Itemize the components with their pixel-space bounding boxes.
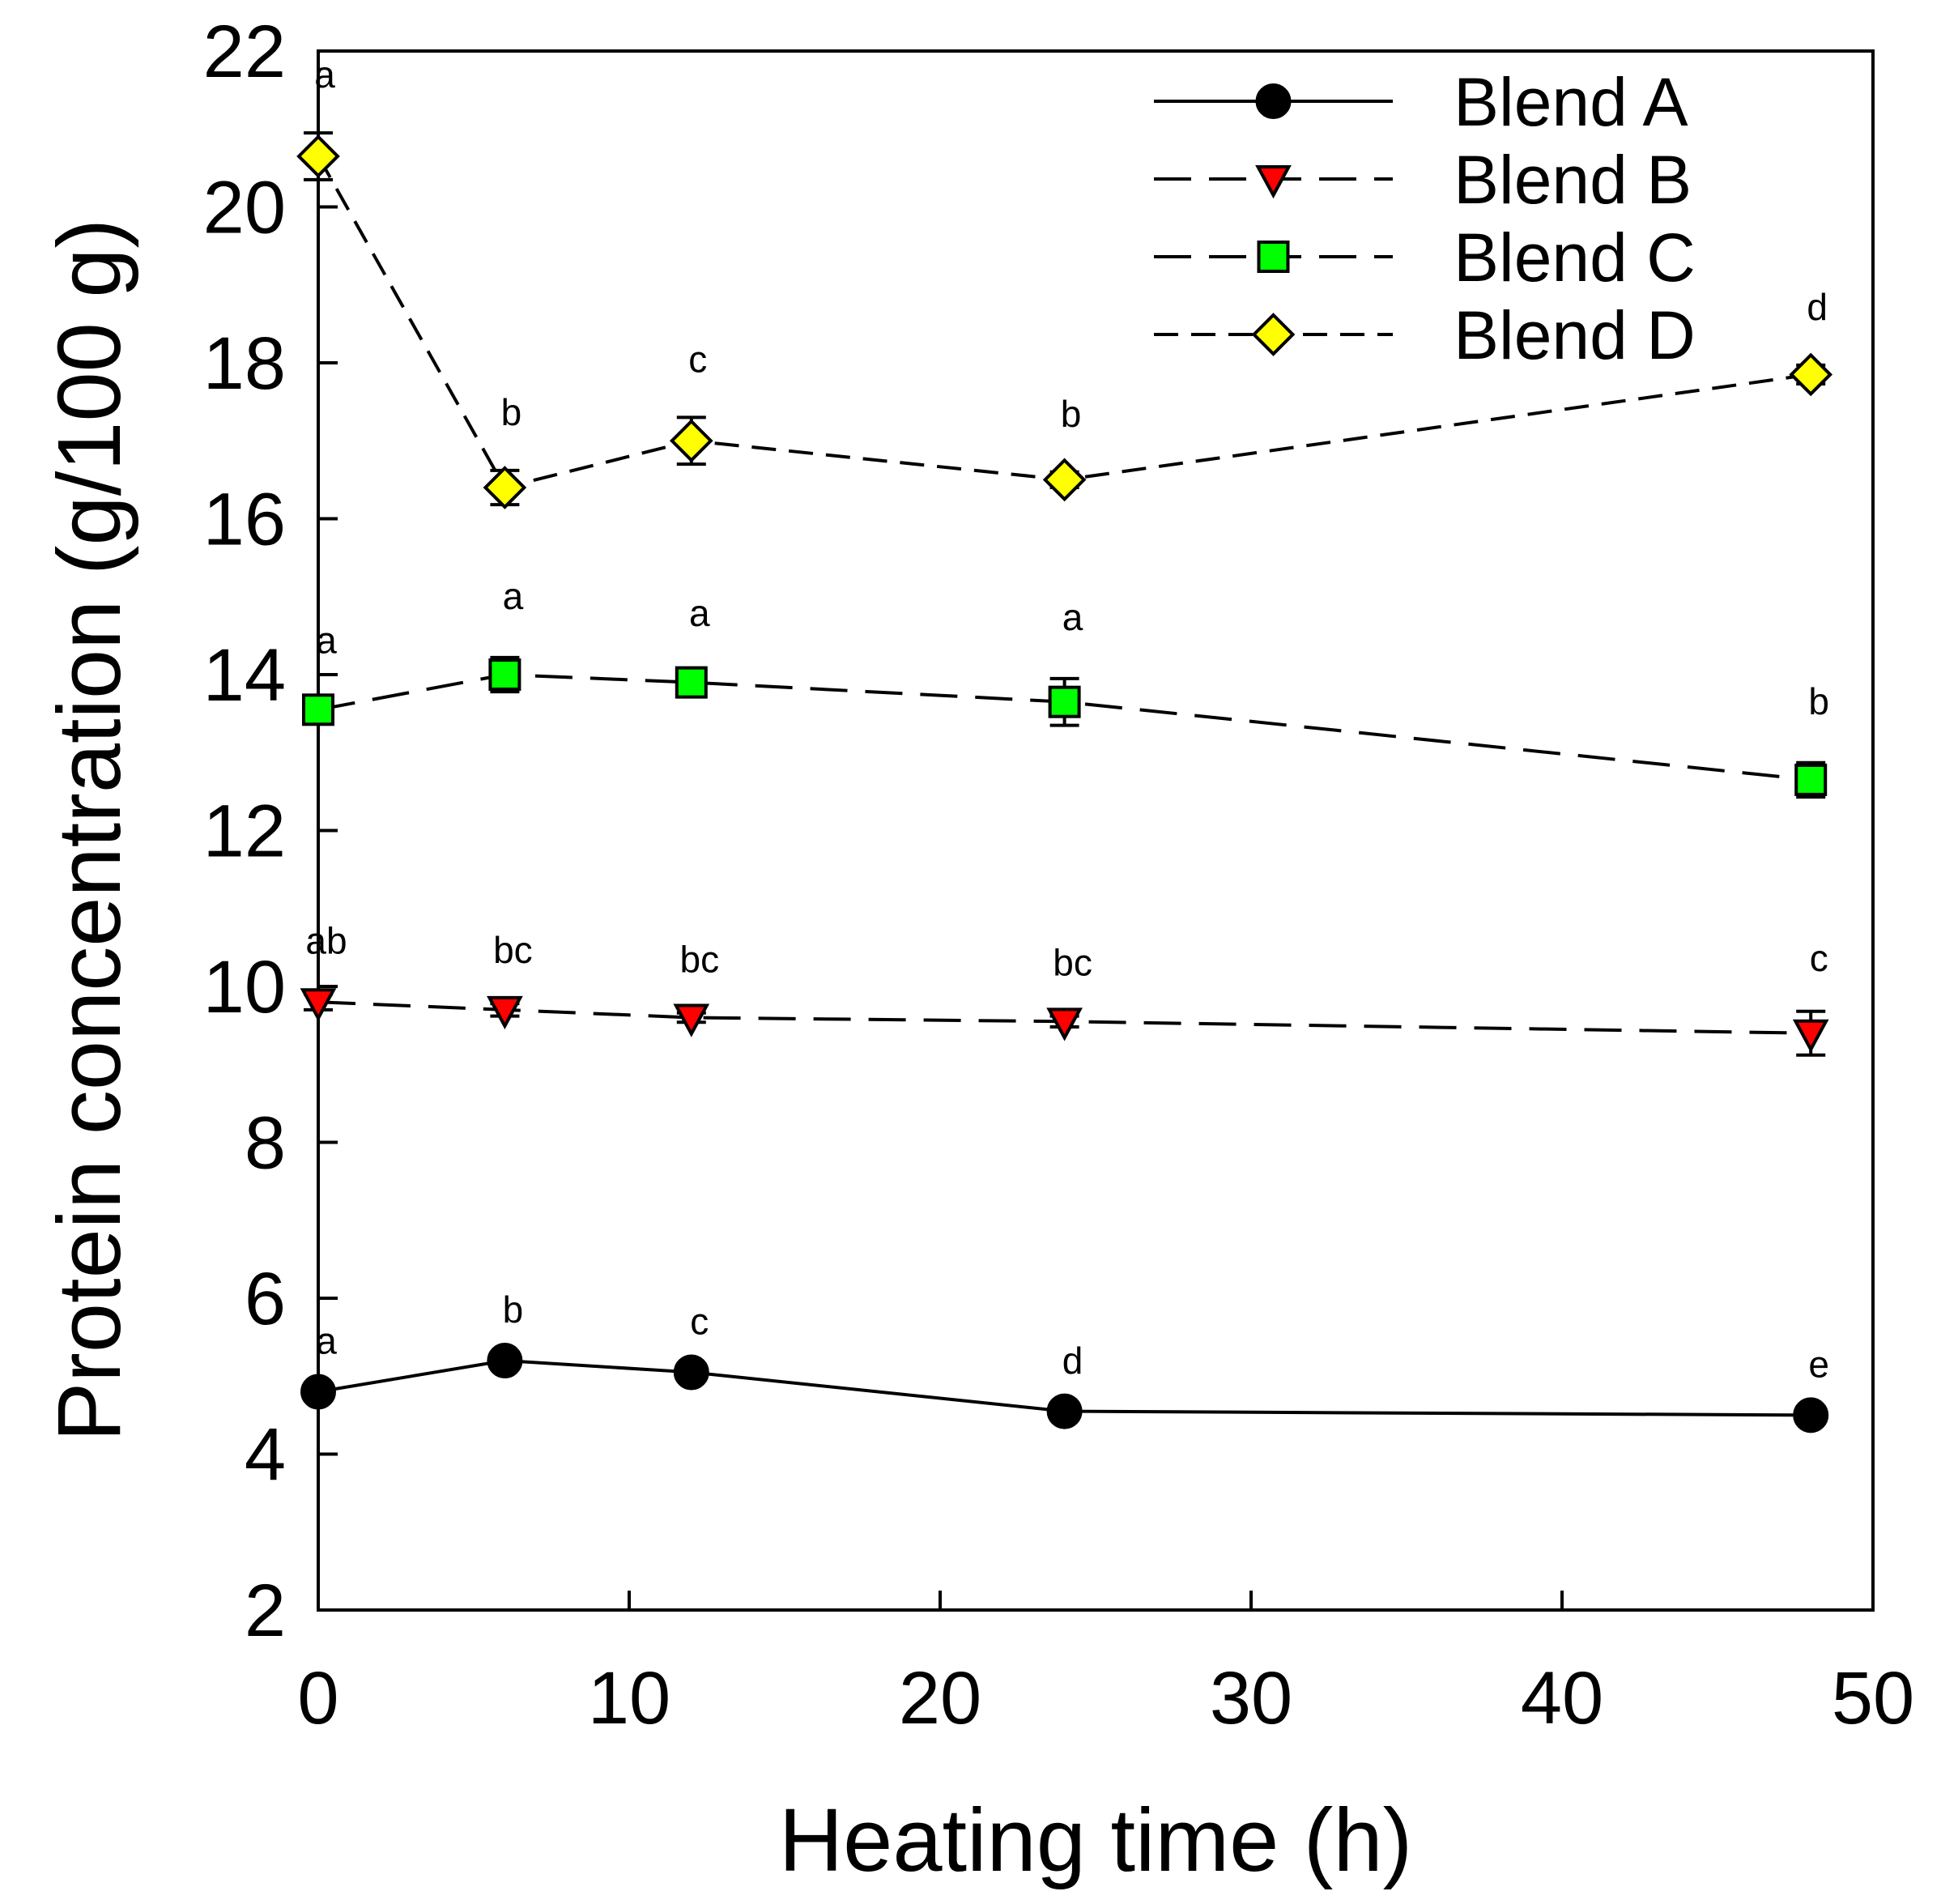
significance-label: a	[503, 575, 524, 617]
data-point-blend-b	[300, 988, 337, 1022]
x-tick-label: 10	[588, 1657, 670, 1740]
significance-label: a	[316, 620, 337, 662]
data-point-blend-c	[488, 658, 521, 691]
significance-label: bc	[493, 929, 533, 971]
y-tick-label: 4	[245, 1414, 286, 1497]
y-tick-label: 6	[245, 1258, 286, 1340]
data-point-blend-a	[300, 1374, 336, 1410]
x-tick-label: 20	[899, 1657, 981, 1740]
significance-label: c	[688, 338, 707, 380]
data-point-blend-d	[296, 134, 340, 178]
data-point-blend-b	[1792, 1019, 1829, 1053]
y-tick-label: 22	[203, 11, 286, 93]
significance-label: a	[314, 53, 335, 96]
legend-marker	[1251, 313, 1296, 356]
significance-label: bc	[1053, 942, 1092, 984]
data-point-blend-d	[1042, 458, 1087, 502]
y-tick-label: 12	[203, 790, 286, 873]
significance-label: a	[316, 1320, 337, 1362]
legend-marker	[1257, 241, 1290, 273]
significance-label: b	[501, 391, 522, 433]
series-blend-c: a a a a b	[302, 575, 1829, 799]
y-tick-label: 8	[245, 1102, 286, 1185]
legend-item-blend-d: Blend D	[1154, 297, 1696, 373]
data-point-blend-d	[1789, 352, 1833, 397]
data-point-blend-b	[673, 1003, 710, 1037]
y-tick-label: 20	[203, 167, 286, 249]
y-tick-label: 14	[203, 634, 286, 717]
significance-label: d	[1062, 1340, 1083, 1382]
data-point-blend-b	[1046, 1007, 1083, 1041]
x-tick-label: 0	[297, 1657, 338, 1740]
x-tick-label: 40	[1521, 1657, 1603, 1740]
significance-label: b	[1808, 680, 1829, 722]
axes-layer: 0 10 20 30 40 50 2 4 6 8 10 12 14 16 18 20 22	[203, 11, 1915, 1740]
data-point-blend-a	[1793, 1397, 1829, 1433]
legend-label: Blend B	[1454, 142, 1692, 218]
data-point-blend-d	[483, 466, 527, 509]
series-line-blend-b	[317, 1000, 1811, 1035]
legend-marker	[1255, 83, 1292, 119]
legend-marker	[1255, 165, 1292, 199]
x-axis-title: Heating time (h)	[779, 1791, 1413, 1890]
data-point-blend-a	[1046, 1393, 1083, 1429]
significance-label: a	[1062, 596, 1083, 638]
legend-label: Blend C	[1454, 219, 1696, 296]
data-point-blend-c	[1794, 763, 1828, 796]
significance-label: a	[689, 592, 710, 634]
legend-label: Blend D	[1454, 297, 1696, 373]
legend-label: Blend A	[1454, 64, 1688, 140]
data-point-blend-a	[487, 1343, 523, 1378]
y-tick-label: 18	[203, 322, 286, 405]
legend-item-blend-c: Blend C	[1154, 219, 1696, 296]
data-point-blend-c	[675, 666, 708, 699]
data-point-blend-a	[673, 1354, 709, 1391]
legend-item-blend-b: Blend B	[1154, 142, 1692, 218]
significance-label: b	[503, 1289, 524, 1331]
series-blend-d: a b c b d	[296, 53, 1833, 509]
data-point-blend-d	[669, 419, 713, 463]
data-point-blend-c	[302, 693, 334, 726]
significance-label: ab	[305, 920, 347, 962]
x-tick-label: 30	[1210, 1657, 1292, 1740]
y-tick-label: 2	[245, 1570, 286, 1652]
significance-label: bc	[680, 939, 720, 981]
series-blend-a: a b c d e	[300, 1289, 1829, 1433]
data-point-blend-b	[487, 995, 523, 1030]
x-tick-label: 50	[1832, 1657, 1914, 1740]
significance-label: d	[1807, 286, 1828, 328]
data-point-blend-c	[1048, 685, 1081, 718]
y-tick-label: 16	[203, 479, 286, 561]
significance-label: c	[1810, 937, 1828, 979]
y-axis-title: Protein concentration (g/100 g)	[40, 219, 139, 1442]
series-line-blend-c	[317, 672, 1811, 782]
y-tick-label: 10	[203, 946, 286, 1029]
series-blend-b: ab bc bc bc c	[300, 920, 1829, 1057]
significance-label: e	[1808, 1344, 1829, 1386]
significance-label: c	[690, 1301, 709, 1343]
legend-item-blend-a: Blend A	[1154, 64, 1688, 140]
significance-label: b	[1061, 393, 1082, 435]
